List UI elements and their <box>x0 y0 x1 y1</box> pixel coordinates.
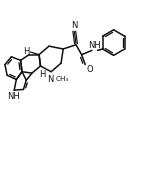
Text: O: O <box>86 65 93 74</box>
Text: NH: NH <box>88 41 101 50</box>
Text: N: N <box>71 21 77 30</box>
Text: CH₃: CH₃ <box>56 76 69 82</box>
Text: NH: NH <box>7 92 20 101</box>
Text: H: H <box>39 70 45 79</box>
Text: N: N <box>47 75 54 84</box>
Text: H: H <box>23 47 29 56</box>
